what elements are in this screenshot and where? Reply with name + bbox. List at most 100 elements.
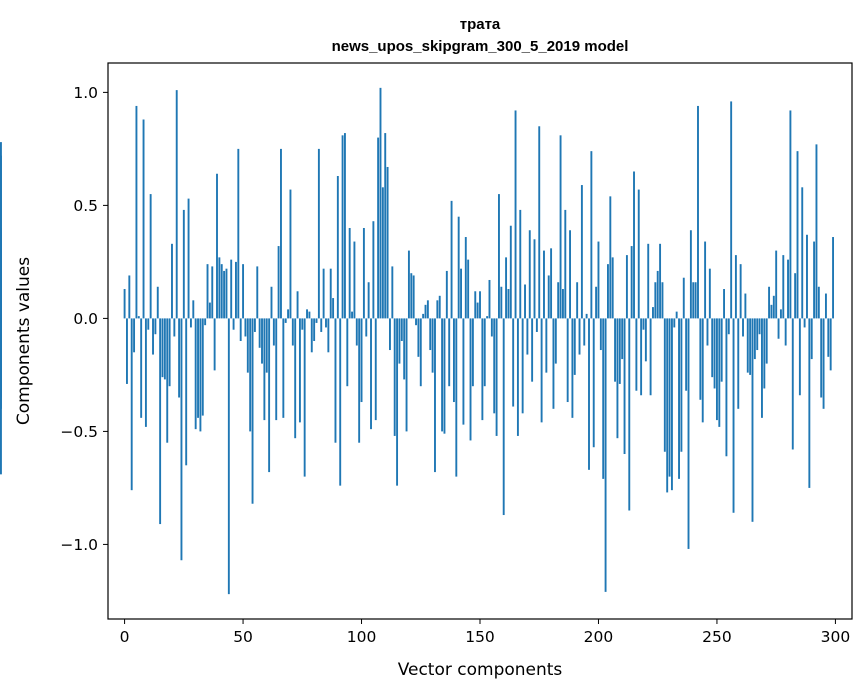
bar bbox=[808, 318, 811, 488]
bar bbox=[441, 318, 444, 432]
x-tick-label: 50 bbox=[233, 628, 253, 646]
x-tick-label: 0 bbox=[120, 628, 130, 646]
bar bbox=[585, 313, 588, 319]
bar bbox=[829, 318, 832, 371]
bar bbox=[784, 318, 787, 346]
bar bbox=[213, 318, 216, 371]
bar bbox=[464, 237, 467, 319]
bar bbox=[377, 137, 380, 319]
bar bbox=[187, 198, 190, 319]
bar bbox=[554, 318, 557, 364]
bar bbox=[270, 286, 273, 319]
bar bbox=[552, 318, 555, 409]
bar bbox=[604, 318, 607, 592]
x-tick-label: 200 bbox=[584, 628, 614, 646]
bar bbox=[206, 264, 209, 319]
bar bbox=[303, 318, 306, 477]
bar bbox=[471, 318, 474, 387]
bar bbox=[284, 318, 287, 323]
bar bbox=[521, 318, 524, 414]
bar bbox=[460, 268, 462, 319]
bar bbox=[154, 318, 157, 335]
bar bbox=[711, 318, 714, 378]
bar bbox=[720, 318, 723, 382]
bar bbox=[798, 318, 801, 396]
bar bbox=[173, 318, 176, 337]
bar bbox=[204, 318, 207, 326]
bar bbox=[415, 318, 417, 326]
bar bbox=[789, 110, 792, 319]
bar bbox=[488, 279, 491, 319]
bar bbox=[263, 318, 266, 421]
bar bbox=[682, 277, 685, 319]
bar bbox=[192, 300, 195, 319]
bar bbox=[576, 282, 579, 319]
bar bbox=[159, 318, 162, 525]
bar bbox=[794, 273, 797, 319]
bar bbox=[550, 248, 553, 319]
y-axis-label: Components values bbox=[14, 257, 34, 425]
bar bbox=[680, 318, 683, 452]
bar bbox=[457, 216, 460, 319]
bar bbox=[133, 318, 136, 353]
bar bbox=[822, 318, 825, 409]
bar bbox=[232, 318, 235, 330]
bar bbox=[426, 300, 429, 319]
bar bbox=[199, 318, 202, 432]
bar bbox=[642, 318, 645, 330]
bar bbox=[746, 318, 749, 373]
bar bbox=[571, 318, 574, 418]
bar bbox=[244, 318, 247, 337]
bar bbox=[140, 318, 143, 418]
bar bbox=[329, 268, 332, 319]
bar bbox=[289, 189, 292, 319]
bar bbox=[253, 318, 256, 332]
bar bbox=[452, 318, 455, 403]
bar bbox=[194, 318, 197, 430]
bar bbox=[495, 318, 498, 436]
bar bbox=[611, 257, 614, 319]
bar bbox=[656, 270, 659, 319]
bar bbox=[481, 318, 484, 421]
bar bbox=[706, 318, 709, 346]
bar bbox=[407, 250, 410, 319]
bar bbox=[334, 318, 337, 443]
bar bbox=[599, 318, 602, 351]
bar bbox=[246, 318, 249, 373]
bar bbox=[230, 259, 233, 319]
bar bbox=[777, 318, 780, 339]
bar bbox=[732, 318, 735, 513]
bar bbox=[220, 264, 223, 319]
bar bbox=[652, 307, 654, 319]
bar bbox=[623, 318, 626, 455]
bar bbox=[249, 318, 252, 432]
bar bbox=[275, 318, 278, 421]
bar bbox=[223, 270, 226, 319]
bar bbox=[493, 318, 496, 414]
bar bbox=[239, 318, 242, 341]
bar bbox=[182, 209, 185, 319]
bar bbox=[405, 318, 408, 432]
bar bbox=[779, 309, 782, 319]
bar bbox=[185, 318, 188, 466]
bar bbox=[704, 241, 707, 319]
bar bbox=[519, 209, 522, 319]
bar bbox=[258, 318, 261, 348]
bar bbox=[782, 255, 785, 319]
bar bbox=[445, 270, 448, 319]
bar bbox=[768, 286, 771, 319]
bar bbox=[756, 318, 759, 351]
bar bbox=[431, 318, 434, 373]
bar bbox=[692, 282, 695, 319]
bar bbox=[216, 173, 218, 319]
bar bbox=[817, 286, 820, 319]
bar bbox=[384, 133, 387, 319]
plot-frame bbox=[107, 62, 853, 620]
bar bbox=[540, 318, 543, 423]
bar bbox=[557, 282, 560, 319]
bar bbox=[142, 119, 145, 319]
bar bbox=[201, 318, 204, 416]
bar bbox=[353, 241, 356, 319]
bar bbox=[308, 311, 311, 319]
bar bbox=[147, 318, 150, 330]
